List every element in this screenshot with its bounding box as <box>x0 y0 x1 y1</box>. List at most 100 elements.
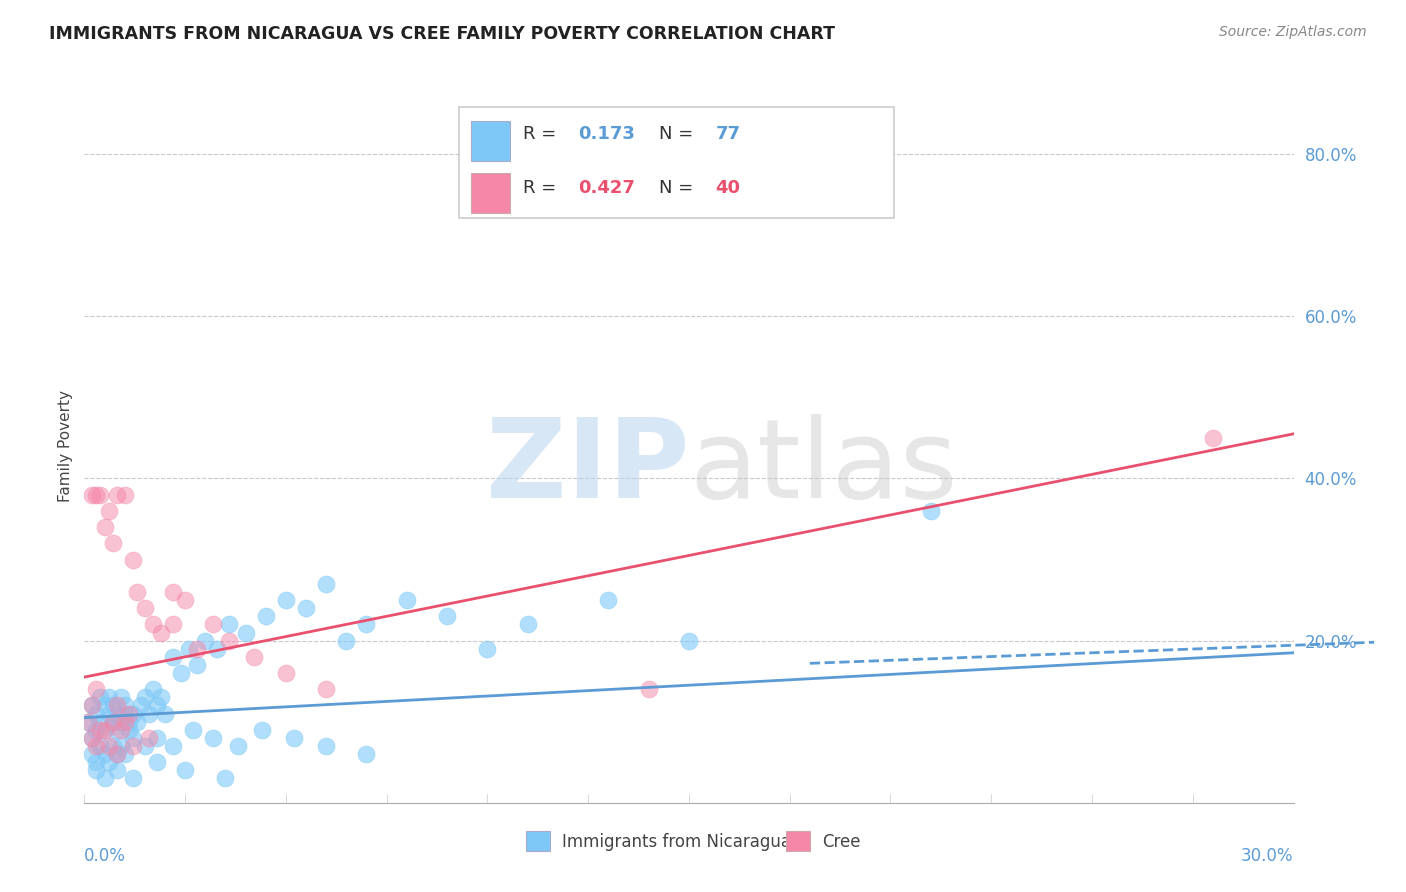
Point <box>1202 431 1225 445</box>
FancyBboxPatch shape <box>526 830 550 851</box>
Point <box>598 593 620 607</box>
Point <box>274 666 297 681</box>
Point <box>218 633 240 648</box>
Point <box>146 698 169 713</box>
Point <box>93 723 115 737</box>
Point <box>86 723 108 737</box>
Point <box>181 723 204 737</box>
Point <box>395 593 418 607</box>
Point <box>118 706 141 721</box>
Point <box>89 714 111 729</box>
Point <box>121 552 143 566</box>
Point <box>637 682 659 697</box>
Point <box>170 666 193 681</box>
Point <box>105 764 128 778</box>
Point <box>315 682 337 697</box>
Point <box>114 747 136 761</box>
Text: N =: N = <box>659 125 699 143</box>
Point <box>202 617 225 632</box>
Point <box>226 739 249 753</box>
Point <box>121 706 143 721</box>
Point <box>134 601 156 615</box>
Text: Source: ZipAtlas.com: Source: ZipAtlas.com <box>1219 25 1367 39</box>
FancyBboxPatch shape <box>786 830 810 851</box>
Point <box>149 625 172 640</box>
Point <box>174 764 197 778</box>
Text: R =: R = <box>523 125 562 143</box>
Point <box>101 714 124 729</box>
Point <box>138 706 160 721</box>
Point <box>114 488 136 502</box>
Text: 0.173: 0.173 <box>578 125 634 143</box>
Point <box>93 698 115 713</box>
Point <box>89 488 111 502</box>
Point <box>179 641 201 656</box>
Point <box>202 731 225 745</box>
Text: 40: 40 <box>716 178 741 196</box>
Point <box>97 504 120 518</box>
FancyBboxPatch shape <box>471 173 510 212</box>
Point <box>93 723 115 737</box>
Point <box>142 617 165 632</box>
Text: 30.0%: 30.0% <box>1241 847 1294 865</box>
Point <box>93 772 115 786</box>
Point <box>153 706 176 721</box>
Point <box>121 731 143 745</box>
Point <box>162 617 184 632</box>
Point <box>105 488 128 502</box>
Point <box>315 739 337 753</box>
Point <box>121 739 143 753</box>
Point <box>110 714 132 729</box>
Point <box>97 690 120 705</box>
Point <box>86 756 108 770</box>
Point <box>186 641 208 656</box>
Point <box>146 731 169 745</box>
Point <box>114 714 136 729</box>
Point <box>194 633 217 648</box>
Point <box>186 657 208 672</box>
Point <box>82 488 104 502</box>
Point <box>89 723 111 737</box>
FancyBboxPatch shape <box>471 121 510 161</box>
Point <box>235 625 257 640</box>
Point <box>250 723 273 737</box>
Point <box>254 609 277 624</box>
Point <box>82 698 104 713</box>
Point <box>110 690 132 705</box>
Text: R =: R = <box>523 178 562 196</box>
Point <box>105 706 128 721</box>
Point <box>129 698 152 713</box>
Point <box>146 756 169 770</box>
Point <box>121 772 143 786</box>
Point <box>101 698 124 713</box>
Point <box>89 739 111 753</box>
Point <box>436 609 458 624</box>
Text: Cree: Cree <box>823 833 860 851</box>
Point <box>315 577 337 591</box>
Point <box>93 520 115 534</box>
Point <box>77 714 100 729</box>
FancyBboxPatch shape <box>460 107 894 218</box>
Point <box>82 731 104 745</box>
Point <box>77 714 100 729</box>
Point <box>86 682 108 697</box>
Point <box>82 731 104 745</box>
Point <box>125 585 148 599</box>
Point <box>82 747 104 761</box>
Point <box>105 747 128 761</box>
Text: 0.427: 0.427 <box>578 178 634 196</box>
Point <box>218 617 240 632</box>
Point <box>356 747 378 761</box>
Point <box>242 649 264 664</box>
Point <box>214 772 236 786</box>
Point <box>86 764 108 778</box>
Point <box>101 536 124 550</box>
Point <box>105 723 128 737</box>
Point <box>295 601 318 615</box>
Point <box>86 739 108 753</box>
Point <box>134 690 156 705</box>
Point <box>274 593 297 607</box>
Point <box>110 723 132 737</box>
Y-axis label: Family Poverty: Family Poverty <box>58 390 73 502</box>
Point <box>97 706 120 721</box>
